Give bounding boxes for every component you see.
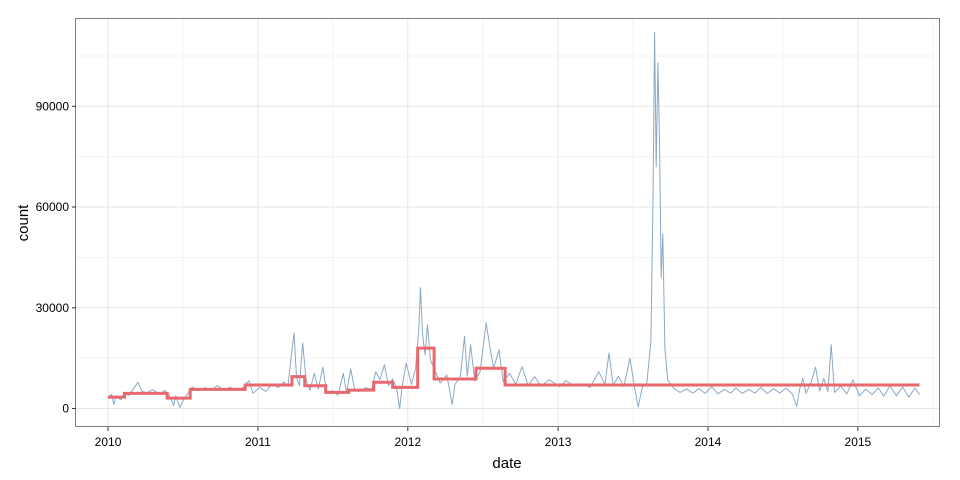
x-tick-label: 2011 [245, 435, 271, 449]
grid [76, 19, 940, 427]
x-tick-label: 2013 [545, 435, 572, 449]
x-tick-label: 2015 [845, 435, 872, 449]
y-tick-label: 0 [62, 402, 69, 416]
x-axis-title: date [492, 455, 521, 472]
axes: 0 30000 60000 90000 2010 2011 2012 2013 2014 2015 [36, 99, 872, 449]
panel-border [75, 18, 940, 427]
series-smoothed-line [108, 346, 920, 400]
plot-area [107, 31, 920, 409]
y-axis-title: count [15, 204, 32, 242]
series-raw-line [107, 31, 920, 409]
x-tick-label: 2012 [394, 435, 421, 449]
x-tick-label: 2010 [95, 435, 122, 449]
x-tick-label: 2014 [695, 435, 722, 449]
y-tick-label: 60000 [36, 200, 70, 214]
y-tick-label: 90000 [36, 99, 70, 113]
y-tick-label: 30000 [36, 301, 70, 315]
